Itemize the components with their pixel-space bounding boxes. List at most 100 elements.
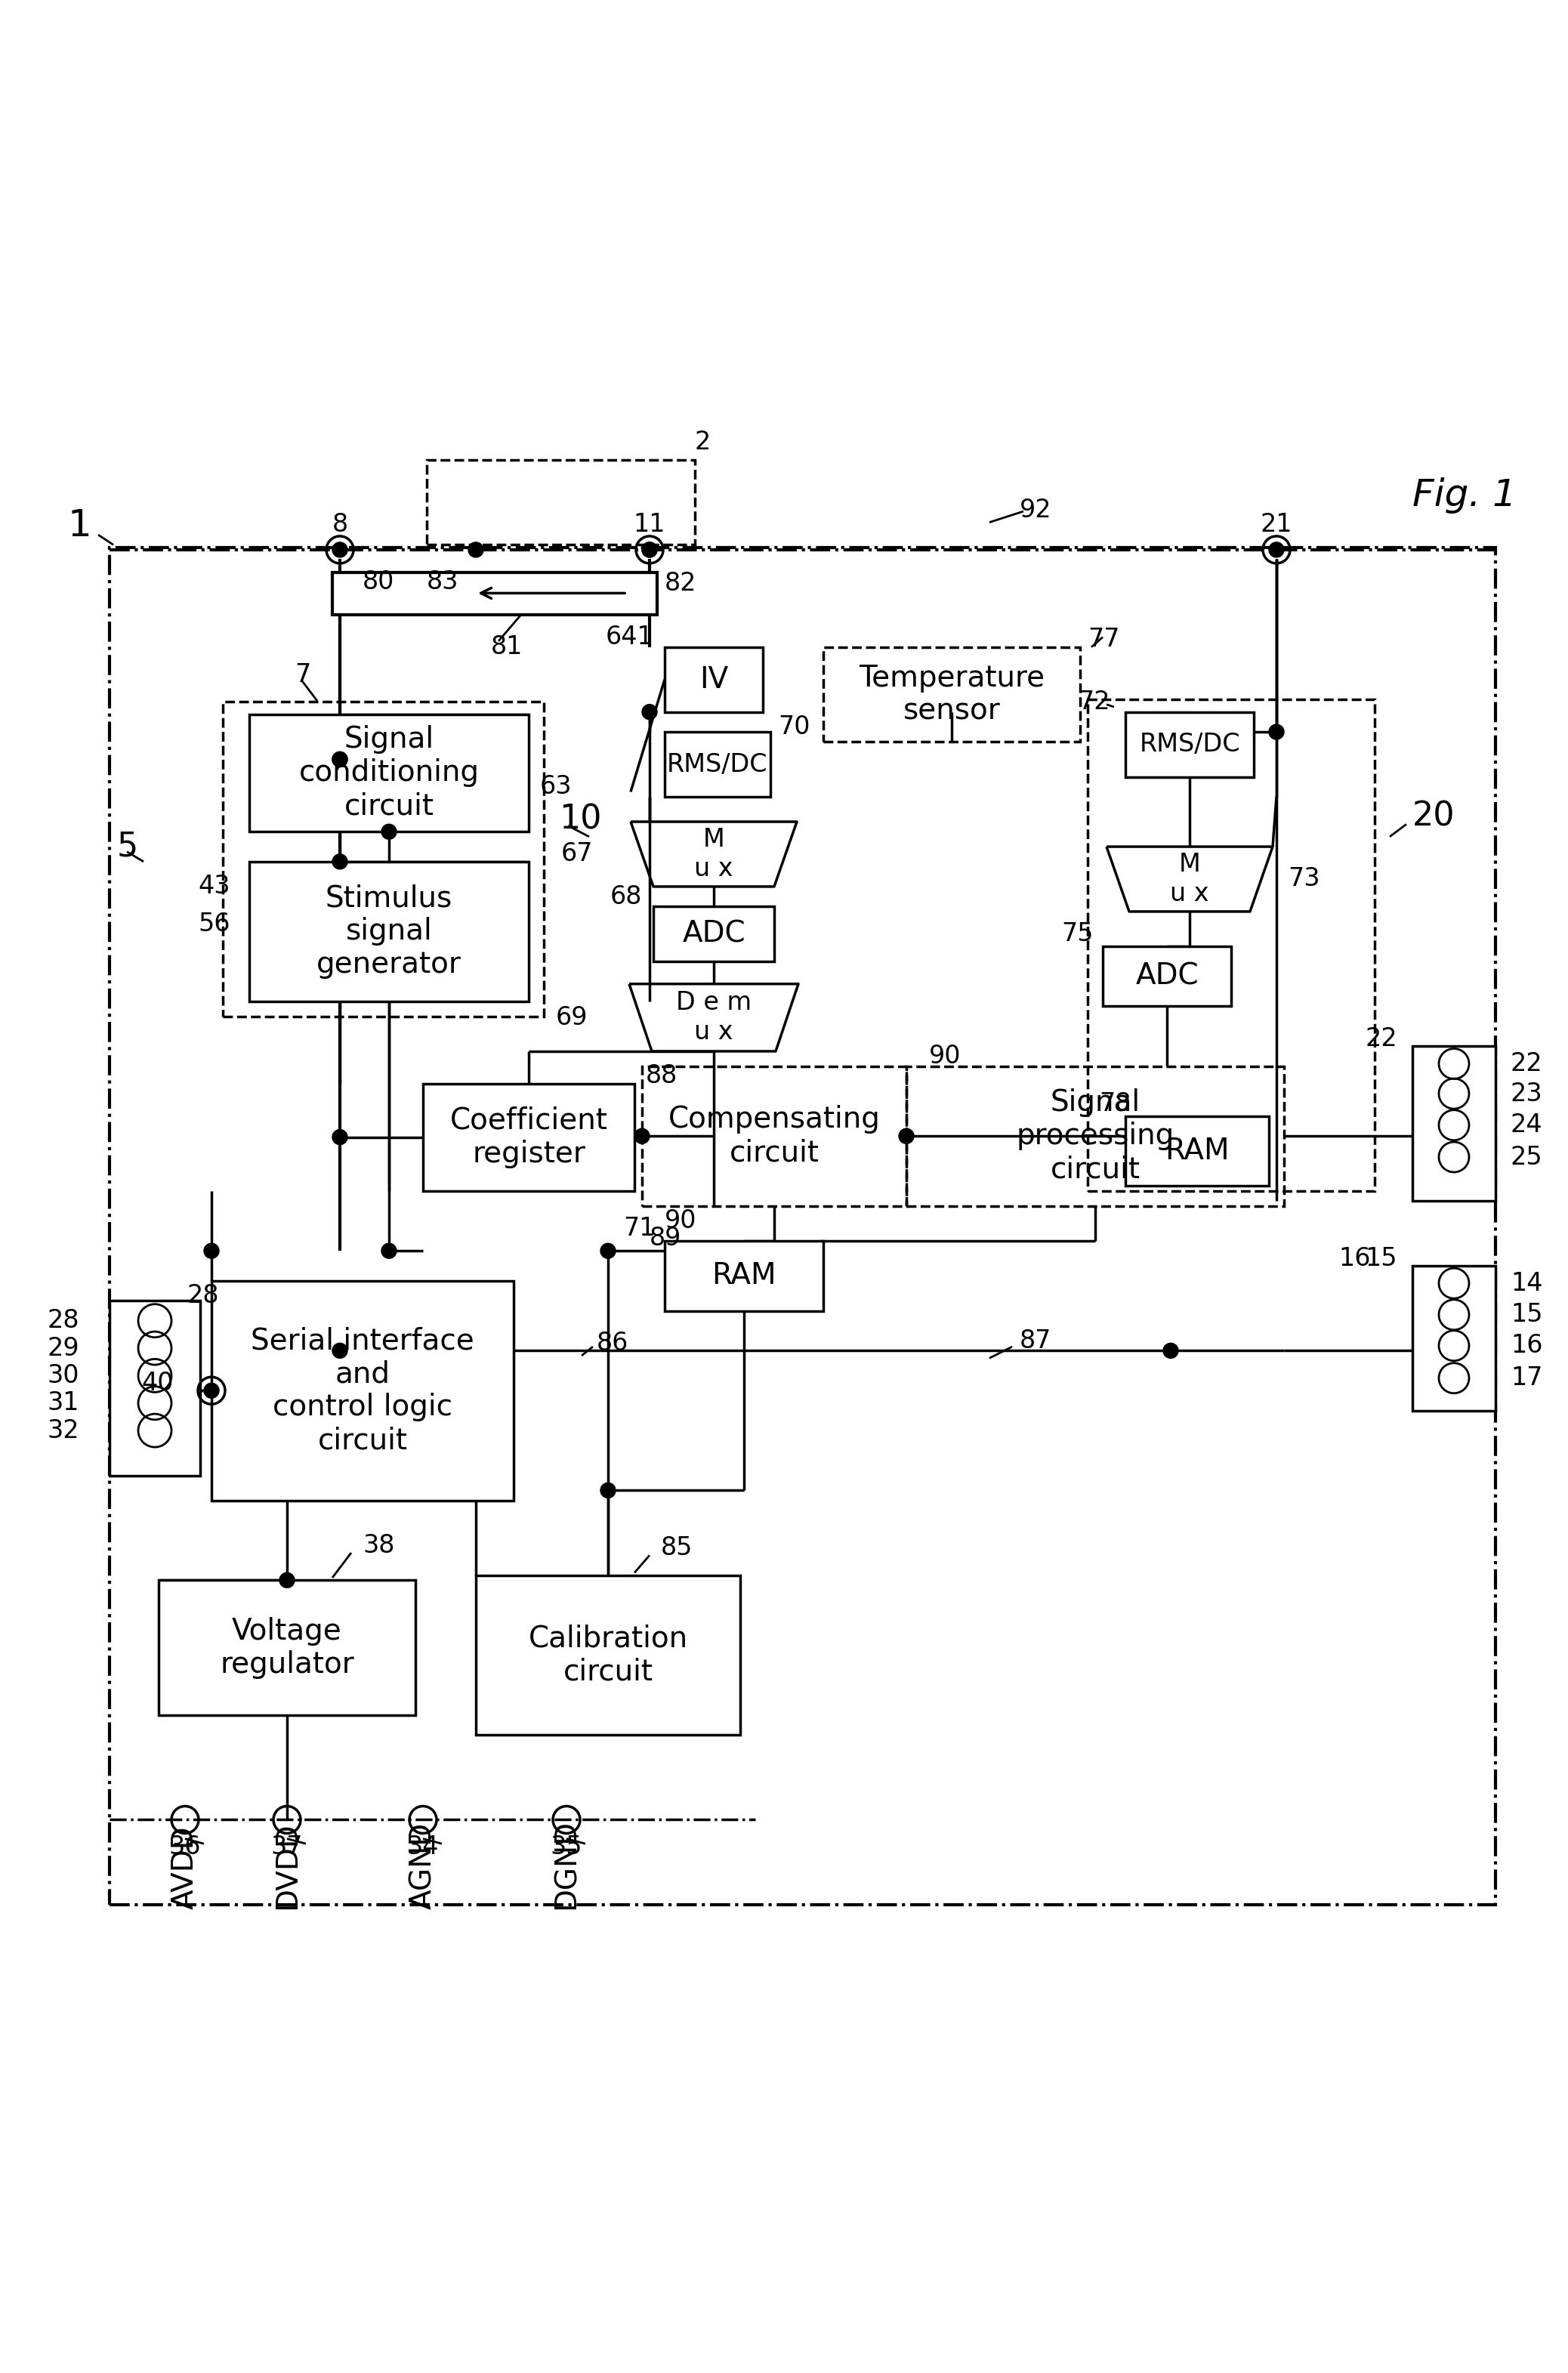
Bar <box>1413 1046 1496 1201</box>
Text: Compensating
circuit: Compensating circuit <box>668 1106 880 1168</box>
Text: RAM: RAM <box>1165 1137 1229 1165</box>
Text: ADC: ADC <box>682 921 745 949</box>
Bar <box>906 1065 1284 1205</box>
Text: 10: 10 <box>558 802 602 835</box>
Bar <box>212 1281 514 1500</box>
Circle shape <box>635 1130 649 1144</box>
Text: 25: 25 <box>1510 1144 1543 1170</box>
Text: 36: 36 <box>169 1834 201 1860</box>
Circle shape <box>332 752 348 766</box>
Bar <box>1413 1265 1496 1410</box>
Circle shape <box>332 1343 348 1357</box>
Text: 86: 86 <box>597 1331 629 1355</box>
Text: 17: 17 <box>1510 1364 1543 1391</box>
Text: 8: 8 <box>332 513 348 536</box>
Text: 29: 29 <box>47 1336 80 1360</box>
Text: 40: 40 <box>141 1372 174 1395</box>
Circle shape <box>332 752 348 766</box>
Text: 22: 22 <box>1510 1051 1543 1077</box>
Circle shape <box>381 1243 397 1258</box>
Text: 15: 15 <box>1510 1303 1543 1327</box>
Bar <box>423 1084 635 1191</box>
Text: 32: 32 <box>47 1419 80 1443</box>
Text: 38: 38 <box>362 1533 395 1557</box>
Text: ADC: ADC <box>1135 961 1198 992</box>
Circle shape <box>601 1243 616 1258</box>
Bar <box>665 1241 823 1310</box>
Text: 5: 5 <box>118 831 138 864</box>
Text: 75: 75 <box>1062 921 1093 947</box>
Text: 68: 68 <box>610 885 641 909</box>
Text: 72: 72 <box>1079 691 1110 714</box>
Bar <box>823 648 1080 743</box>
Bar <box>249 714 528 831</box>
Text: 78: 78 <box>1099 1092 1131 1115</box>
Text: Serial interface
and
control logic
circuit: Serial interface and control logic circu… <box>251 1327 474 1455</box>
Text: 37: 37 <box>271 1834 303 1860</box>
Text: IV: IV <box>699 664 728 693</box>
Bar <box>332 572 657 615</box>
Text: 70: 70 <box>778 714 811 740</box>
Text: Fig. 1: Fig. 1 <box>1413 477 1516 513</box>
Bar <box>641 1065 906 1205</box>
Circle shape <box>332 854 348 869</box>
Text: 81: 81 <box>491 634 524 660</box>
Bar <box>1088 700 1375 1191</box>
Text: 83: 83 <box>426 570 459 596</box>
Bar <box>665 648 764 712</box>
Circle shape <box>381 823 397 840</box>
Text: 71: 71 <box>622 1215 655 1241</box>
Text: DVDD: DVDD <box>273 1822 301 1910</box>
Circle shape <box>332 541 348 558</box>
Bar <box>110 1300 201 1476</box>
Text: 30: 30 <box>47 1362 80 1388</box>
Text: 22: 22 <box>1366 1028 1397 1051</box>
Text: Stimulus
signal
generator: Stimulus signal generator <box>317 883 461 980</box>
Text: 80: 80 <box>362 570 395 596</box>
Text: 1: 1 <box>67 508 93 543</box>
Bar <box>665 731 770 797</box>
Text: 15: 15 <box>1366 1246 1397 1272</box>
Bar <box>475 1576 740 1735</box>
Circle shape <box>204 1243 220 1258</box>
Text: 35: 35 <box>550 1834 583 1860</box>
Text: 21: 21 <box>1261 513 1292 536</box>
Text: 28: 28 <box>47 1308 80 1334</box>
Circle shape <box>641 541 657 558</box>
Bar <box>426 460 695 546</box>
Circle shape <box>1163 1343 1178 1357</box>
Text: AVDD: AVDD <box>171 1827 199 1910</box>
Text: 69: 69 <box>555 1004 588 1030</box>
Bar <box>1102 947 1231 1006</box>
Text: 77: 77 <box>1088 626 1120 653</box>
Bar <box>1126 712 1254 776</box>
Text: 82: 82 <box>665 572 696 596</box>
Text: 67: 67 <box>561 842 593 866</box>
Circle shape <box>1269 724 1284 740</box>
Text: 56: 56 <box>198 911 230 937</box>
Bar <box>1126 1115 1269 1186</box>
Text: 34: 34 <box>408 1834 439 1860</box>
Text: 11: 11 <box>633 513 665 536</box>
Text: D e m
u x: D e m u x <box>676 990 751 1044</box>
Text: 43: 43 <box>198 873 230 899</box>
Text: 641: 641 <box>605 624 654 650</box>
Circle shape <box>204 1383 220 1398</box>
Text: 16: 16 <box>1510 1334 1543 1357</box>
Text: AGND: AGND <box>409 1822 437 1910</box>
Text: RAM: RAM <box>712 1262 776 1291</box>
Circle shape <box>898 1130 914 1144</box>
Text: Coefficient
register: Coefficient register <box>450 1106 607 1168</box>
Text: DGND: DGND <box>552 1820 580 1910</box>
Circle shape <box>641 705 657 719</box>
Text: Voltage
regulator: Voltage regulator <box>220 1616 354 1678</box>
Text: 92: 92 <box>1019 498 1052 522</box>
Text: M
u x: M u x <box>695 828 734 880</box>
Text: 87: 87 <box>1019 1329 1052 1353</box>
Text: 73: 73 <box>1287 866 1320 892</box>
Text: 88: 88 <box>646 1063 677 1089</box>
Text: 20: 20 <box>1413 800 1455 833</box>
Circle shape <box>641 541 657 558</box>
Text: 24: 24 <box>1510 1113 1543 1137</box>
Circle shape <box>469 541 483 558</box>
